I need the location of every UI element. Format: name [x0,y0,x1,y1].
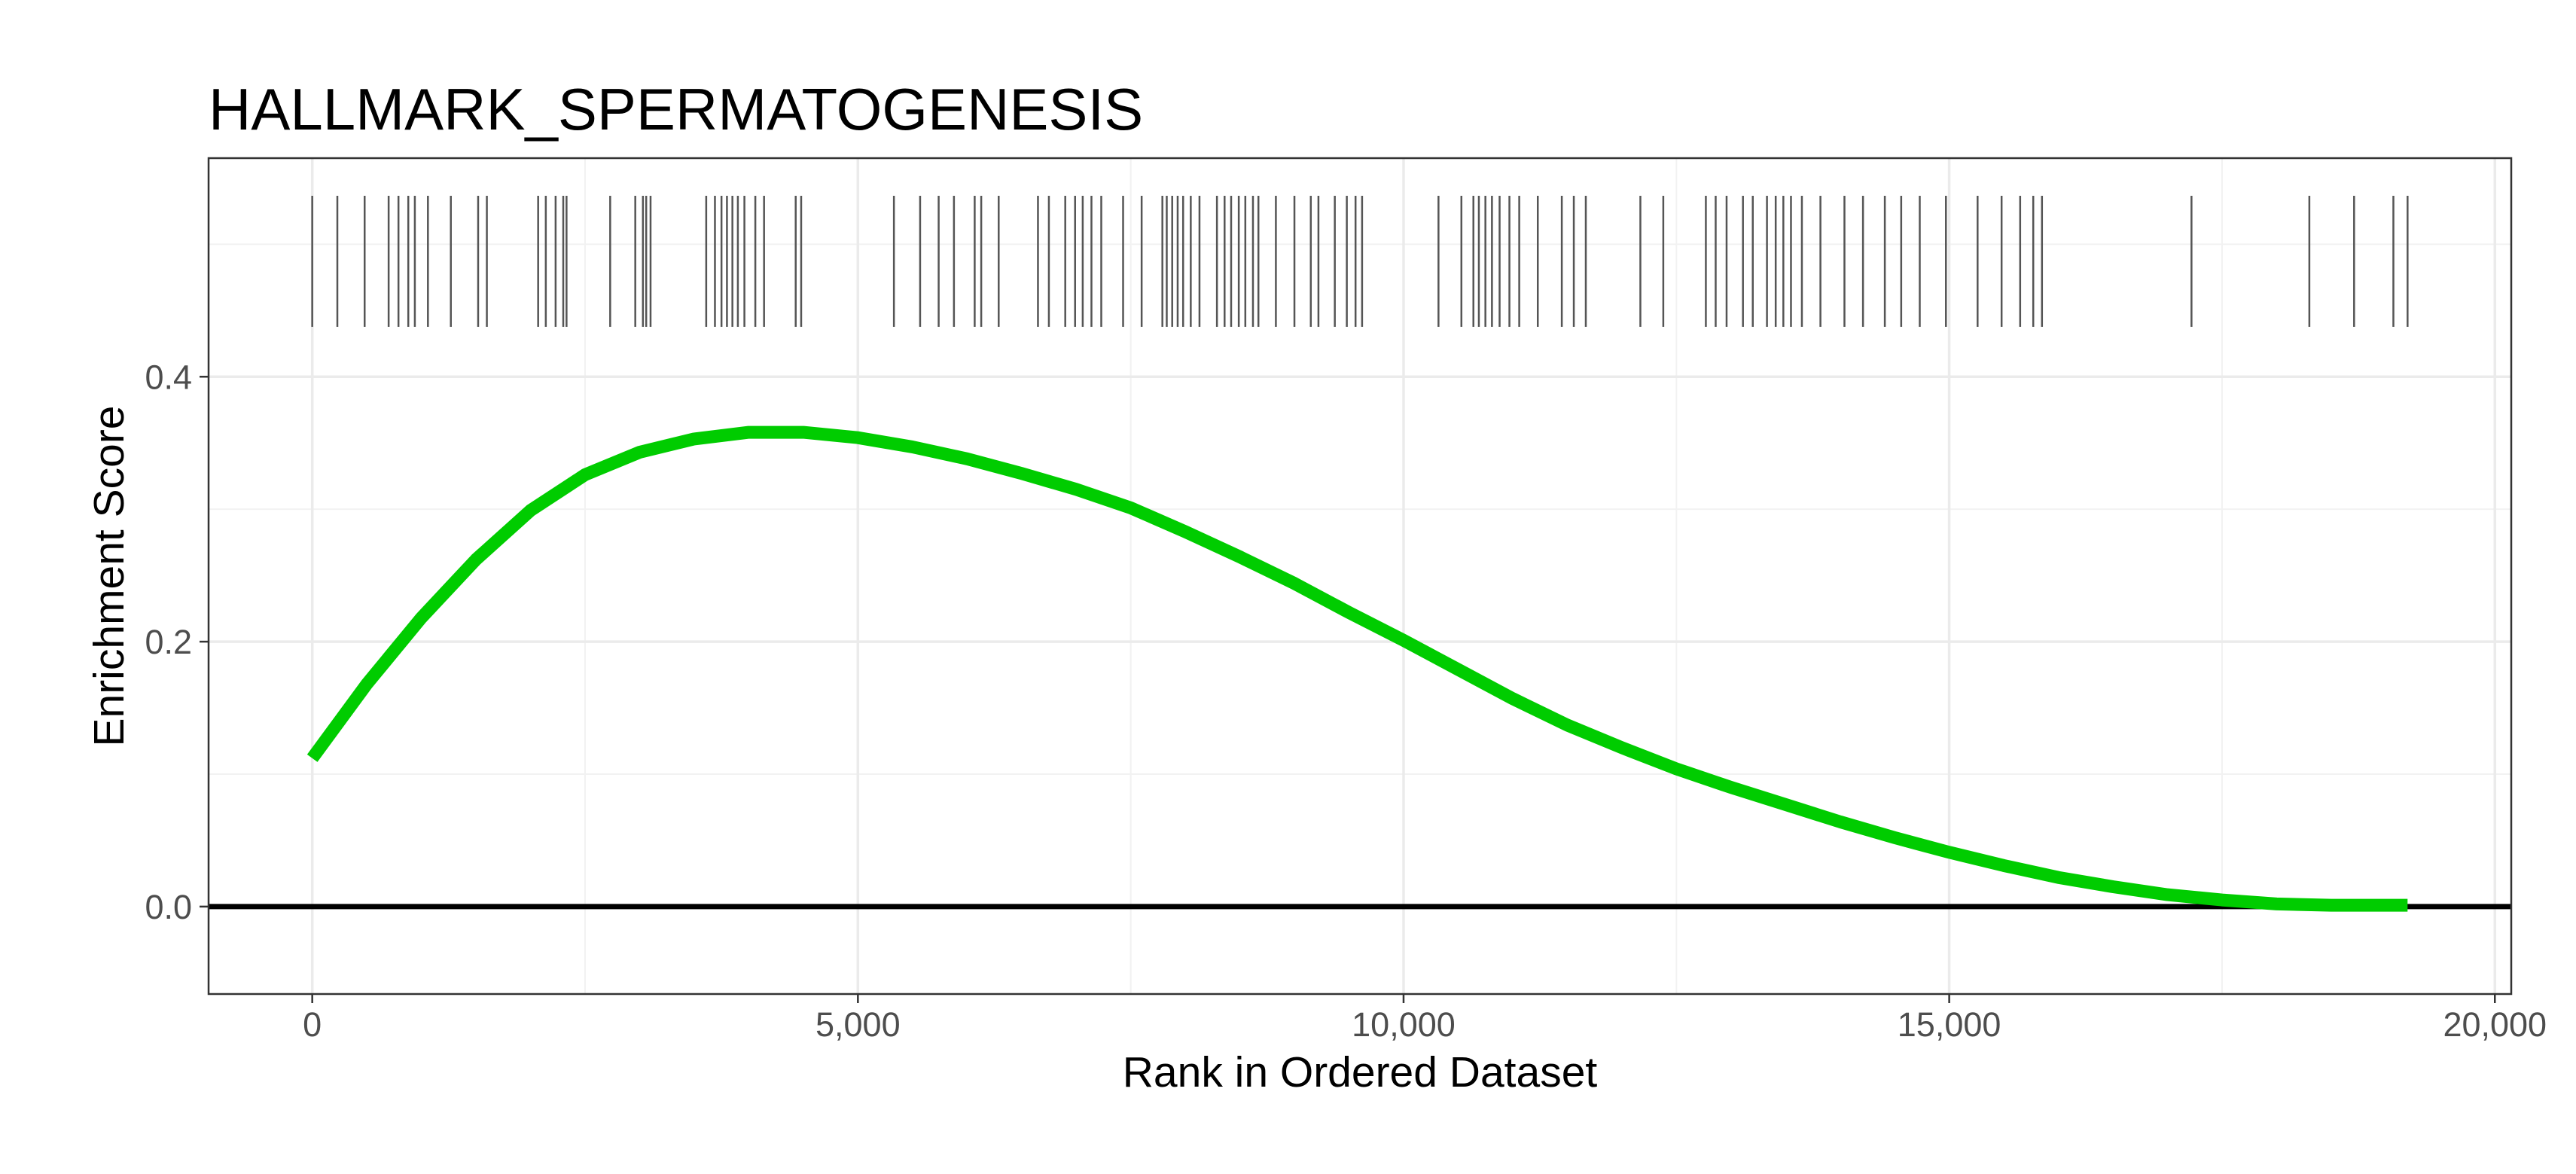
y-tick-label: 0.4 [145,358,192,396]
y-tick-label: 0.0 [145,888,192,926]
x-tick-label: 0 [303,1005,322,1044]
y-tick-label: 0.2 [145,623,192,661]
x-tick-label: 10,000 [1352,1005,1456,1044]
y-axis-title: Enrichment Score [85,405,133,746]
plot-border [207,157,2513,996]
grid-minor [209,158,2511,994]
x-tick-label: 20,000 [2443,1005,2547,1044]
enrichment-score-curve [306,425,2408,912]
x-axis-title: Rank in Ordered Dataset [1123,1048,1598,1096]
plot-background [209,158,2511,994]
x-tick-label: 15,000 [1898,1005,2001,1044]
x-axis-ticks: 0 5,000 10,000 15,000 20,000 [303,994,2547,1044]
x-tick-label: 5,000 [815,1005,901,1044]
gene-hit-marks [311,196,2409,327]
chart-title: HALLMARK_SPERMATOGENESIS [209,76,1143,142]
y-axis-ticks: 0.0 0.2 0.4 [145,358,209,926]
